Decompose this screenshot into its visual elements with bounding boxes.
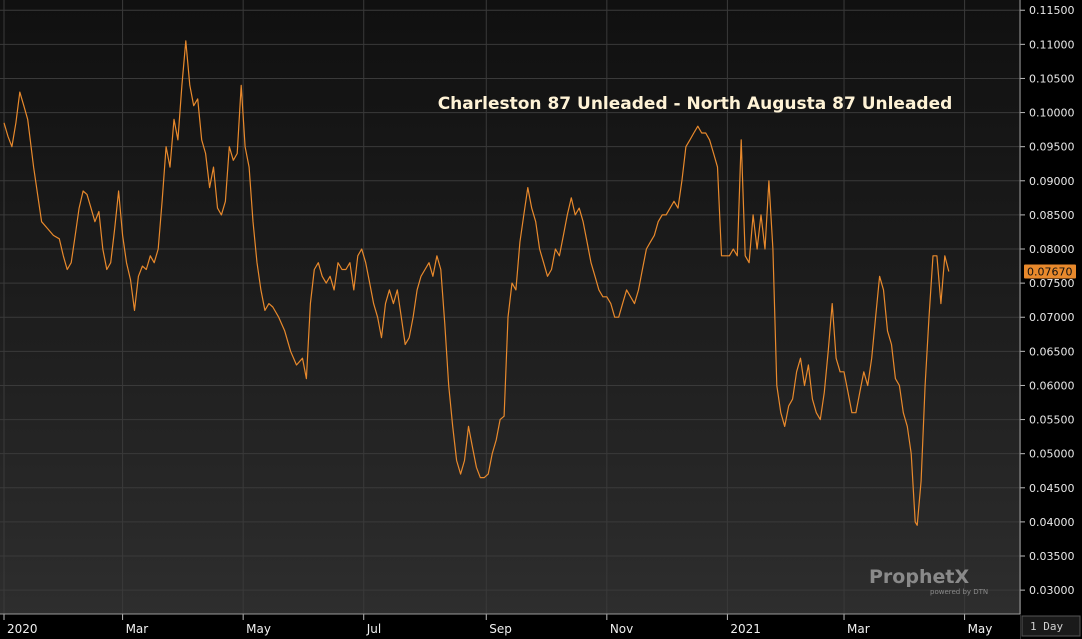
x-tick-label: May	[246, 622, 271, 636]
prophetx-logo: ProphetX powered by DTN	[869, 566, 988, 596]
y-tick-label: 0.10000	[1029, 107, 1075, 120]
y-tick-label: 0.03500	[1029, 550, 1075, 563]
y-tick-label: 0.04500	[1029, 482, 1075, 495]
y-tick-label: 0.08000	[1029, 243, 1075, 256]
series-line	[3, 40, 950, 526]
x-tick-label: Jul	[366, 622, 381, 636]
x-tick-label: Nov	[610, 622, 633, 636]
x-tick-label: May	[968, 622, 993, 636]
y-tick-label: 0.05000	[1029, 448, 1075, 461]
last-value-label: 0.07670	[1027, 266, 1073, 279]
y-tick-label: 0.04000	[1029, 516, 1075, 529]
x-tick-label: Sep	[489, 622, 512, 636]
y-tick-label: 0.07000	[1029, 311, 1075, 324]
chart-title: Charleston 87 Unleaded - North Augusta 8…	[438, 94, 953, 114]
y-tick-label: 0.10500	[1029, 72, 1075, 85]
logo-text: ProphetX	[869, 566, 969, 588]
y-tick-label: 0.09500	[1029, 141, 1075, 154]
period-selector[interactable]: 1 Day	[1021, 615, 1081, 637]
y-tick-label: 0.03000	[1029, 584, 1075, 597]
x-tick-label: 2021	[730, 622, 761, 636]
period-box-frame	[1021, 615, 1081, 637]
y-tick-label: 0.06000	[1029, 379, 1075, 392]
y-tick-label: 0.11000	[1029, 38, 1075, 51]
y-tick-label: 0.08500	[1029, 209, 1075, 222]
y-tick-label: 0.07500	[1029, 277, 1075, 290]
x-tick-label: Mar	[847, 622, 870, 636]
grid-layer	[0, 0, 1020, 614]
y-tick-label: 0.06500	[1029, 345, 1075, 358]
period-label: 1 Day	[1030, 620, 1063, 633]
y-tick-label: 0.09000	[1029, 175, 1075, 188]
y-tick-label: 0.05500	[1029, 414, 1075, 427]
x-tick-label: Mar	[126, 622, 149, 636]
last-value-tag: 0.07670	[1024, 264, 1076, 279]
y-tick-label: 0.11500	[1029, 4, 1075, 17]
y-axis-band	[1021, 0, 1082, 639]
last-value-box	[1024, 264, 1076, 279]
logo-subtext: powered by DTN	[930, 588, 988, 596]
x-axis-band	[0, 614, 1020, 639]
x-tick-label: 2020	[7, 622, 38, 636]
